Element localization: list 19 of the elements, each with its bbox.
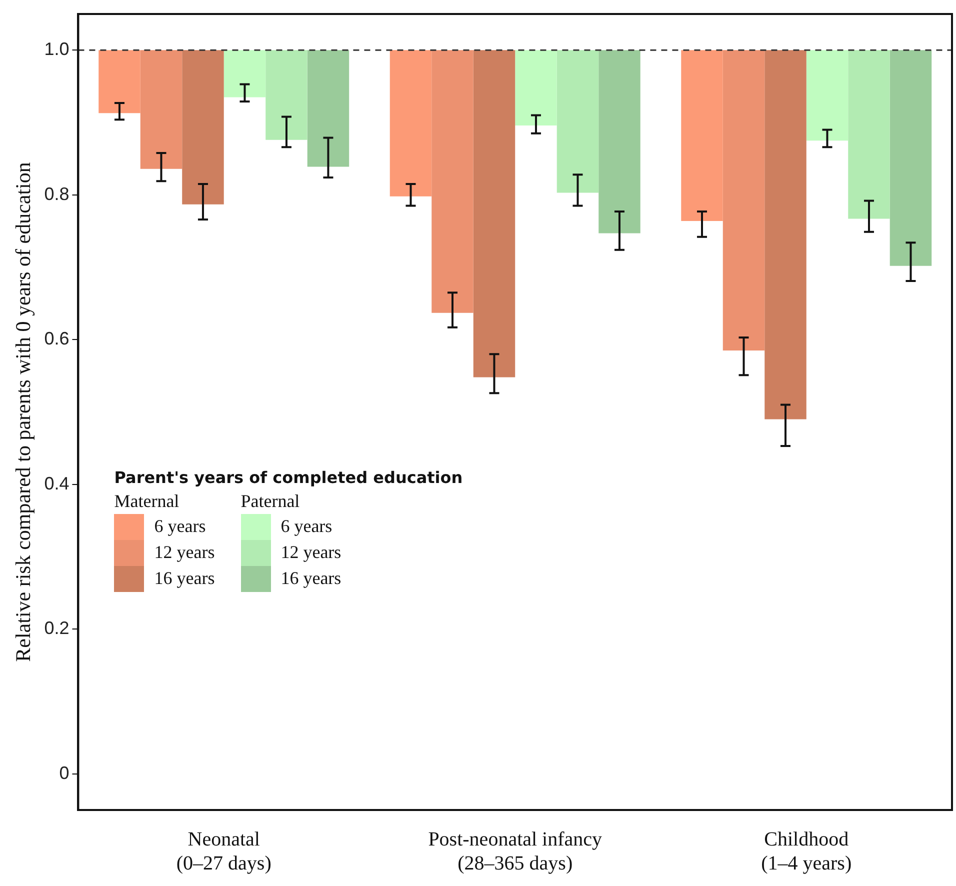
x-tick-label: Neonatal (0–27 days) bbox=[176, 828, 272, 874]
y-tick-label: 0.8 bbox=[44, 184, 70, 204]
annotation: Maternal bbox=[114, 490, 180, 512]
y-tick-label: 1.0 bbox=[44, 39, 70, 60]
legend-label: 16 years bbox=[154, 568, 215, 590]
legend-title: Parent's years of completed education bbox=[114, 468, 463, 487]
annotation: Paternal bbox=[240, 490, 301, 512]
y-tick-label: 0.4 bbox=[44, 473, 70, 494]
x-tick-label: Childhood (1–4 years) bbox=[761, 828, 852, 874]
legend-label: 6 years bbox=[280, 516, 332, 538]
legend-label: 16 years bbox=[280, 568, 342, 590]
legend-label: 12 years bbox=[280, 542, 342, 564]
y-axis-title: Relative risk compared to parents with 0 years of education bbox=[11, 162, 36, 662]
y-tick-label: 0 bbox=[59, 762, 70, 783]
x-tick-label: Post-neonatal infancy (28–365 days) bbox=[428, 828, 602, 874]
legend-label: 12 years bbox=[154, 542, 215, 564]
y-tick-label: 0.6 bbox=[44, 328, 70, 349]
legend-label: 6 years bbox=[154, 516, 206, 538]
y-tick-label: 0.2 bbox=[44, 618, 70, 638]
